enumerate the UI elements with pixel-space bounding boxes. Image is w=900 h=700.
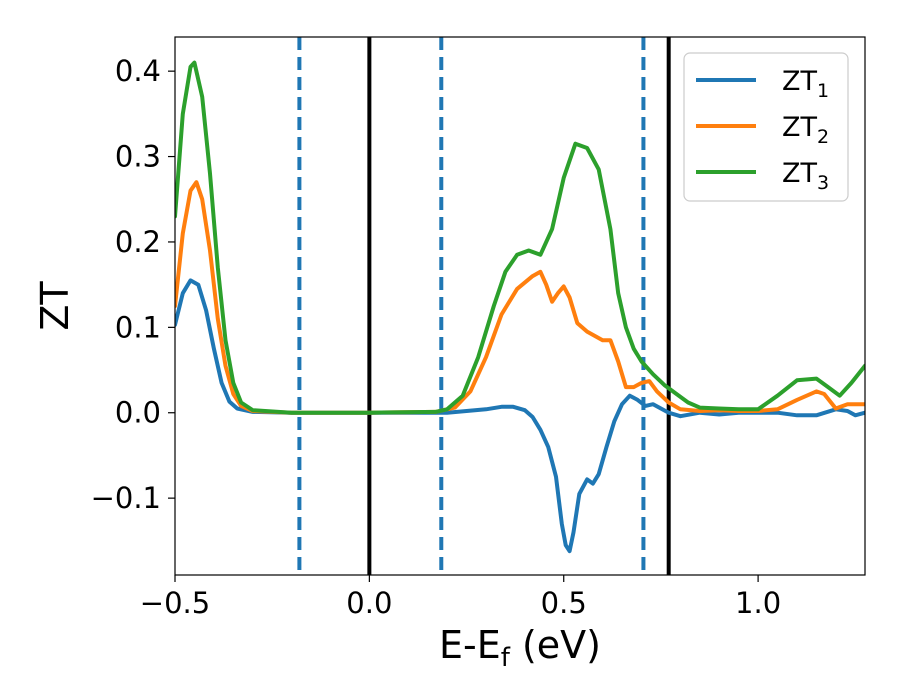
legend: ZT1 ZT2 ZT3 <box>683 52 849 202</box>
y-tick-label: 0.0 <box>115 396 161 430</box>
y-axis-ticks: −0.1 0.0 0.1 0.2 0.3 0.4 <box>91 54 175 515</box>
x-tick-label: 0.0 <box>346 586 392 620</box>
legend-label-zt3: ZT3 <box>782 158 829 194</box>
x-axis-ticks: −0.5 0.0 0.5 1.0 <box>140 575 781 620</box>
y-tick-label: 0.2 <box>115 225 161 259</box>
legend-label-zt1: ZT1 <box>782 66 829 102</box>
y-tick-label: 0.4 <box>115 54 161 88</box>
x-axis-label: E-Ef (eV) <box>439 623 601 673</box>
series-lines <box>175 60 865 554</box>
y-tick-label: 0.1 <box>115 310 161 344</box>
y-axis-label: ZT <box>33 281 77 331</box>
legend-label-zt2: ZT2 <box>782 112 829 148</box>
plot-frame <box>174 36 866 576</box>
x-tick-label: −0.5 <box>140 586 210 620</box>
x-tick-label: 1.0 <box>735 586 781 620</box>
series-line-zt1 <box>175 278 865 554</box>
legend-box <box>683 52 849 202</box>
series-line-zt3 <box>175 60 865 415</box>
y-tick-label: 0.3 <box>115 140 161 174</box>
y-tick-label: −0.1 <box>91 481 161 515</box>
x-tick-label: 0.5 <box>541 586 587 620</box>
reference-lines <box>297 37 671 575</box>
